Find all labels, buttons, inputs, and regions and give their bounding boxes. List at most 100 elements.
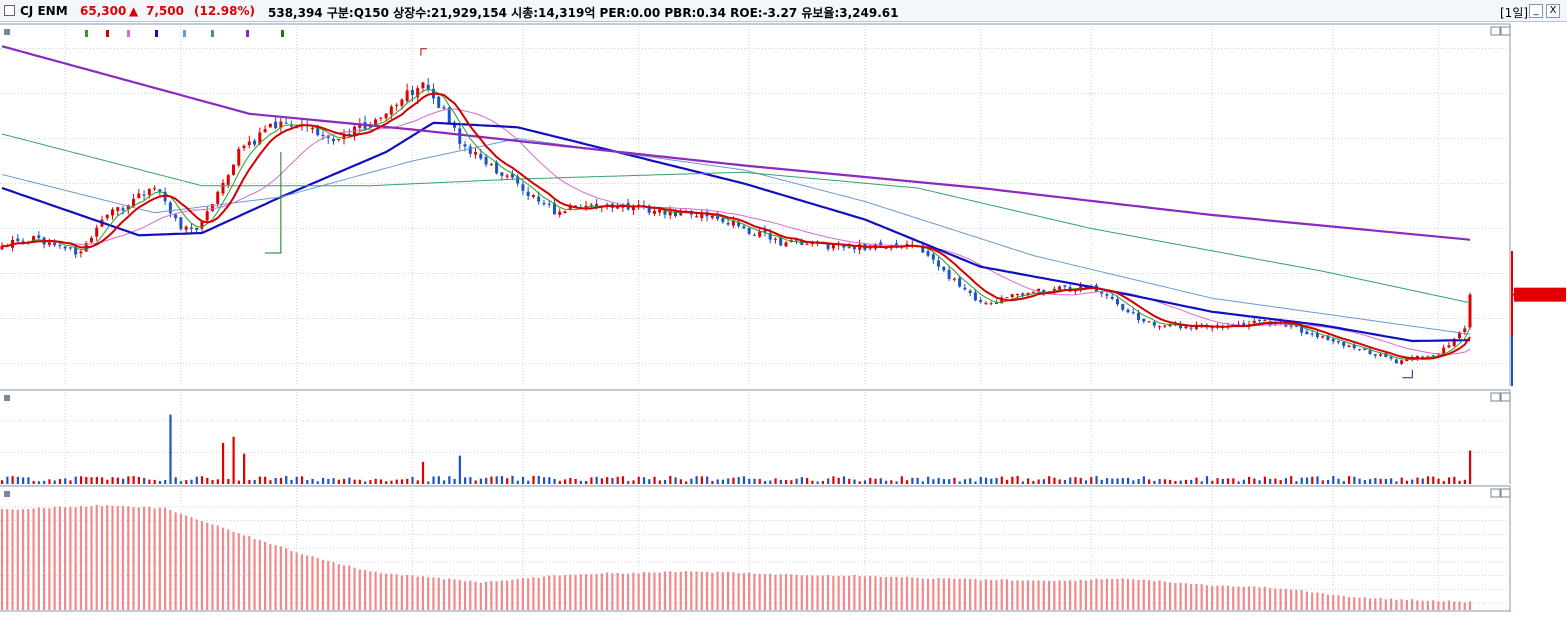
foreign-bar [621,573,624,610]
current-price-box [1514,287,1566,302]
foreign-bar [1332,594,1335,610]
foreign-bar [53,506,56,610]
foreign-bar [1374,598,1377,610]
foreign-bar [179,513,182,610]
foreign-bar [1147,580,1151,610]
foreign-bar [742,573,745,610]
candle-body [226,175,230,185]
foreign-bar [527,578,530,610]
candle-body [763,230,767,233]
volume-bar [732,477,735,484]
foreign-bar [832,575,835,610]
candle-body [289,125,293,127]
foreign-bar [27,508,30,610]
volume-bar [1390,478,1393,484]
candle-body [1457,332,1461,339]
volume-bar [1237,481,1240,484]
foreign-panel-close-button[interactable] [1500,488,1511,498]
foreign-bar [711,572,714,610]
volume-bar [137,476,141,484]
foreign-bar [790,574,793,610]
candle-body [253,140,257,145]
foreign-bar [21,509,25,610]
volume-bar [937,477,940,484]
volume-panel-minimize-button[interactable] [1490,392,1501,402]
foreign-bar [1432,600,1435,610]
candle-body [347,133,351,135]
foreign-panel-minimize-button[interactable] [1490,488,1501,498]
foreign-bar [1121,578,1124,610]
candle-body [1115,299,1119,305]
foreign-bar [795,574,798,610]
volume-bar [1000,476,1003,484]
foreign-bar [911,577,914,610]
price-change-pct: (12.98%) [194,4,255,18]
volume-bar [1226,478,1230,484]
volume-bar [490,476,493,484]
period-label[interactable]: [1일] [1500,6,1529,20]
foreign-bar [1437,601,1440,610]
volume-bar [369,480,372,484]
volume-bar [953,477,956,484]
select-checkbox[interactable] [4,5,15,16]
volume-bar [1274,478,1277,484]
foreign-bar [453,579,456,610]
candle-body [21,240,25,242]
candle-body [958,277,962,287]
volume-bar [548,477,551,484]
foreign-bar [953,578,956,610]
candle-body [531,194,535,197]
candle-body [121,208,125,211]
foreign-bar [884,577,888,610]
candle-body [110,209,114,216]
foreign-bar [1032,580,1035,610]
foreign-bar [737,573,740,610]
candle-body [32,236,36,242]
foreign-bar [90,506,93,610]
candle-body [237,148,241,166]
volume-panel-close-button[interactable] [1500,392,1511,402]
foreign-bar [521,578,525,610]
close-button[interactable]: X [1546,4,1560,18]
foreign-bar [142,506,146,610]
price-panel-close-button[interactable] [1500,26,1511,36]
volume-bar [74,476,77,484]
volume-bar [127,476,130,484]
legend-swatch [281,30,284,37]
volume-bar [1284,478,1288,484]
volume-bar [258,476,262,484]
volume-bar [653,476,656,484]
volume-bar [406,478,409,484]
volume-bar [616,476,619,484]
foreign-bar [537,577,540,610]
volume-bar [627,480,630,484]
volume-bar [479,478,483,484]
candle-body [1452,338,1456,347]
foreign-bar [1005,579,1009,610]
foreign-bar [421,576,425,610]
candle-body [368,126,372,128]
foreign-bar [727,571,730,610]
volume-bar [453,479,456,484]
foreign-bar [569,574,572,610]
candle-body [132,198,136,207]
foreign-bar [190,517,193,610]
foreign-bar [506,580,509,610]
minimize-button[interactable]: _ [1529,4,1543,18]
foreign-bar [1384,599,1387,610]
volume-bar [500,476,504,484]
candle-body [1079,286,1083,290]
candle-body [1010,294,1014,298]
foreign-bar [1021,580,1024,610]
foreign-bar [279,546,282,610]
candle-body [63,246,67,249]
candle-body [710,215,714,218]
volume-bar [900,476,903,484]
price-panel-minimize-button[interactable] [1490,26,1501,36]
candle-body [1031,291,1035,293]
legend-swatch [127,30,130,37]
foreign-bar [263,542,267,610]
foreign-bar [826,574,830,610]
foreign-bar [327,560,330,610]
foreign-bar [32,508,35,610]
